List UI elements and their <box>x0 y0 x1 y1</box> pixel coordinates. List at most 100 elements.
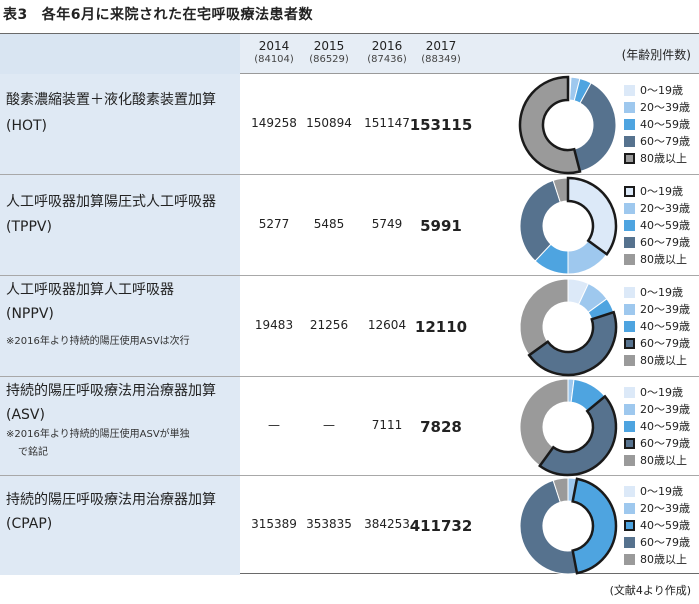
legend-swatch <box>624 203 635 214</box>
value-cell: 153115 <box>409 116 473 134</box>
age-legend: 0～19歳 20～39歳 40～59歳 60～79歳 80歳以上 <box>624 483 699 568</box>
legend-label: 20～39歳 <box>640 403 690 416</box>
legend-item: 40～59歳 <box>624 116 699 133</box>
legend-swatch <box>624 220 635 231</box>
age-donut-chart <box>516 375 620 479</box>
row-note: で銘記 <box>18 447 48 458</box>
legend-item: 40～59歳 <box>624 418 699 435</box>
donut-slice <box>566 176 618 256</box>
value-cell: 5749 <box>371 217 403 231</box>
age-donut-chart <box>516 73 620 177</box>
row-label-cell: 酸素濃縮装置＋液化酸素装置加算 (HOT) <box>0 74 240 174</box>
age-legend: 0～19歳 20～39歳 40～59歳 60～79歳 80歳以上 <box>624 384 699 469</box>
value-cell: 151147 <box>364 116 410 130</box>
row-name: 酸素濃縮装置＋液化酸素装置加算 <box>6 92 216 108</box>
legend-item: 60～79歳 <box>624 335 699 352</box>
legend-swatch <box>624 287 635 298</box>
donut-slice <box>519 479 578 575</box>
legend-item: 60～79歳 <box>624 133 699 150</box>
legend-label: 20～39歳 <box>640 303 690 316</box>
value-cell: 7828 <box>420 418 462 436</box>
legend-swatch <box>624 455 635 466</box>
legend-item: 80歳以上 <box>624 551 699 568</box>
row-name: (NPPV) <box>6 306 54 322</box>
legend-swatch <box>624 421 635 432</box>
legend-swatch <box>624 102 635 113</box>
value-cell: 5485 <box>313 217 345 231</box>
legend-label: 0～19歳 <box>640 286 683 299</box>
legend-label: 20～39歳 <box>640 101 690 114</box>
age-donut-chart <box>516 474 620 578</box>
legend-item: 80歳以上 <box>624 452 699 469</box>
legend-label: 80歳以上 <box>640 354 687 367</box>
value-cell: 5277 <box>258 217 290 231</box>
legend-swatch <box>624 338 635 349</box>
legend-label: 60～79歳 <box>640 536 690 549</box>
row-name: (CPAP) <box>6 516 53 532</box>
donut-slice <box>571 477 618 575</box>
year-total: (87436) <box>367 54 407 65</box>
legend-item: 0～19歳 <box>624 284 699 301</box>
legend-label: 40～59歳 <box>640 519 690 532</box>
table-row: 持続的陽圧呼吸療法用治療器加算 (CPAP) 315389 353835 384253 4… <box>0 476 699 575</box>
legend-swatch <box>624 186 635 197</box>
legend-item: 0～19歳 <box>624 483 699 500</box>
legend-swatch <box>624 153 635 164</box>
legend-item: 40～59歳 <box>624 318 699 335</box>
row-name: (TPPV) <box>6 219 52 235</box>
table-title-text: 各年6月に来院された在宅呼吸療法患者数 <box>41 7 313 23</box>
legend-label: 0～19歳 <box>640 84 683 97</box>
value-cell: 12110 <box>414 318 468 336</box>
row-name: 持続的陽圧呼吸療法用治療器加算 <box>6 383 216 399</box>
legend-label: 80歳以上 <box>640 454 687 467</box>
donut-slice <box>527 310 618 377</box>
legend-swatch <box>624 254 635 265</box>
value-cell: 315389 <box>251 517 297 531</box>
legend-label: 0～19歳 <box>640 386 683 399</box>
value-cell: 353835 <box>306 517 352 531</box>
row-label-cell: 人工呼吸器加算陽圧式人工呼吸器 (TPPV) <box>0 175 240 275</box>
age-legend: 0～19歳 20～39歳 40～59歳 60～79歳 80歳以上 <box>624 284 699 369</box>
donut-slice <box>519 179 561 262</box>
row-name: 持続的陽圧呼吸療法用治療器加算 <box>6 492 216 508</box>
legend-label: 60～79歳 <box>640 236 690 249</box>
legend-swatch <box>624 136 635 147</box>
legend-item: 80歳以上 <box>624 150 699 167</box>
value-cell: 19483 <box>254 318 294 332</box>
row-label-cell: 持続的陽圧呼吸療法用治療器加算 (CPAP) <box>0 476 240 575</box>
donut-slice <box>538 394 618 477</box>
donut-slice <box>519 378 569 467</box>
value-cell: 5991 <box>420 217 462 235</box>
year-2014: 2014 (84104) <box>239 39 309 67</box>
table-label: 表3 <box>3 7 28 23</box>
year-2015: 2015 (86529) <box>294 39 364 67</box>
legend-label: 40～59歳 <box>640 118 690 131</box>
legend-label: 80歳以上 <box>640 152 687 165</box>
row-note: ※2016年より持続的陽圧使用ASVは次行 <box>6 336 190 347</box>
row-name: (ASV) <box>6 407 45 423</box>
table-row: 酸素濃縮装置＋液化酸素装置加算 (HOT) 149258 150894 151147 15… <box>0 74 699 175</box>
value-cell: 384253 <box>364 517 410 531</box>
table-row: 人工呼吸器加算人工呼吸器 (NPPV) ※2016年より持続的陽圧使用ASVは次行 1… <box>0 276 699 377</box>
legend-item: 60～79歳 <box>624 234 699 251</box>
legend-label: 20～39歳 <box>640 502 690 515</box>
legend-swatch <box>624 304 635 315</box>
legend-swatch <box>624 404 635 415</box>
legend-swatch <box>624 503 635 514</box>
year-total: (86529) <box>309 54 349 65</box>
legend-label: 0～19歳 <box>640 485 683 498</box>
year-total: (84104) <box>254 54 294 65</box>
age-donut-chart <box>516 174 620 278</box>
year-total: (88349) <box>421 54 461 65</box>
value-cell: 12604 <box>367 318 407 332</box>
table-title: 表3 各年6月に来院された在宅呼吸療法患者数 <box>3 4 313 24</box>
legend-label: 0～19歳 <box>640 185 683 198</box>
legend-item: 0～19歳 <box>624 82 699 99</box>
age-legend: 0～19歳 20～39歳 40～59歳 60～79歳 80歳以上 <box>624 82 699 167</box>
legend-swatch <box>624 321 635 332</box>
value-cell: 149258 <box>251 116 297 130</box>
donut-slice <box>552 477 569 503</box>
legend-swatch <box>624 554 635 565</box>
row-name: 人工呼吸器加算人工呼吸器 <box>6 282 174 298</box>
value-cell: 7111 <box>371 418 403 432</box>
